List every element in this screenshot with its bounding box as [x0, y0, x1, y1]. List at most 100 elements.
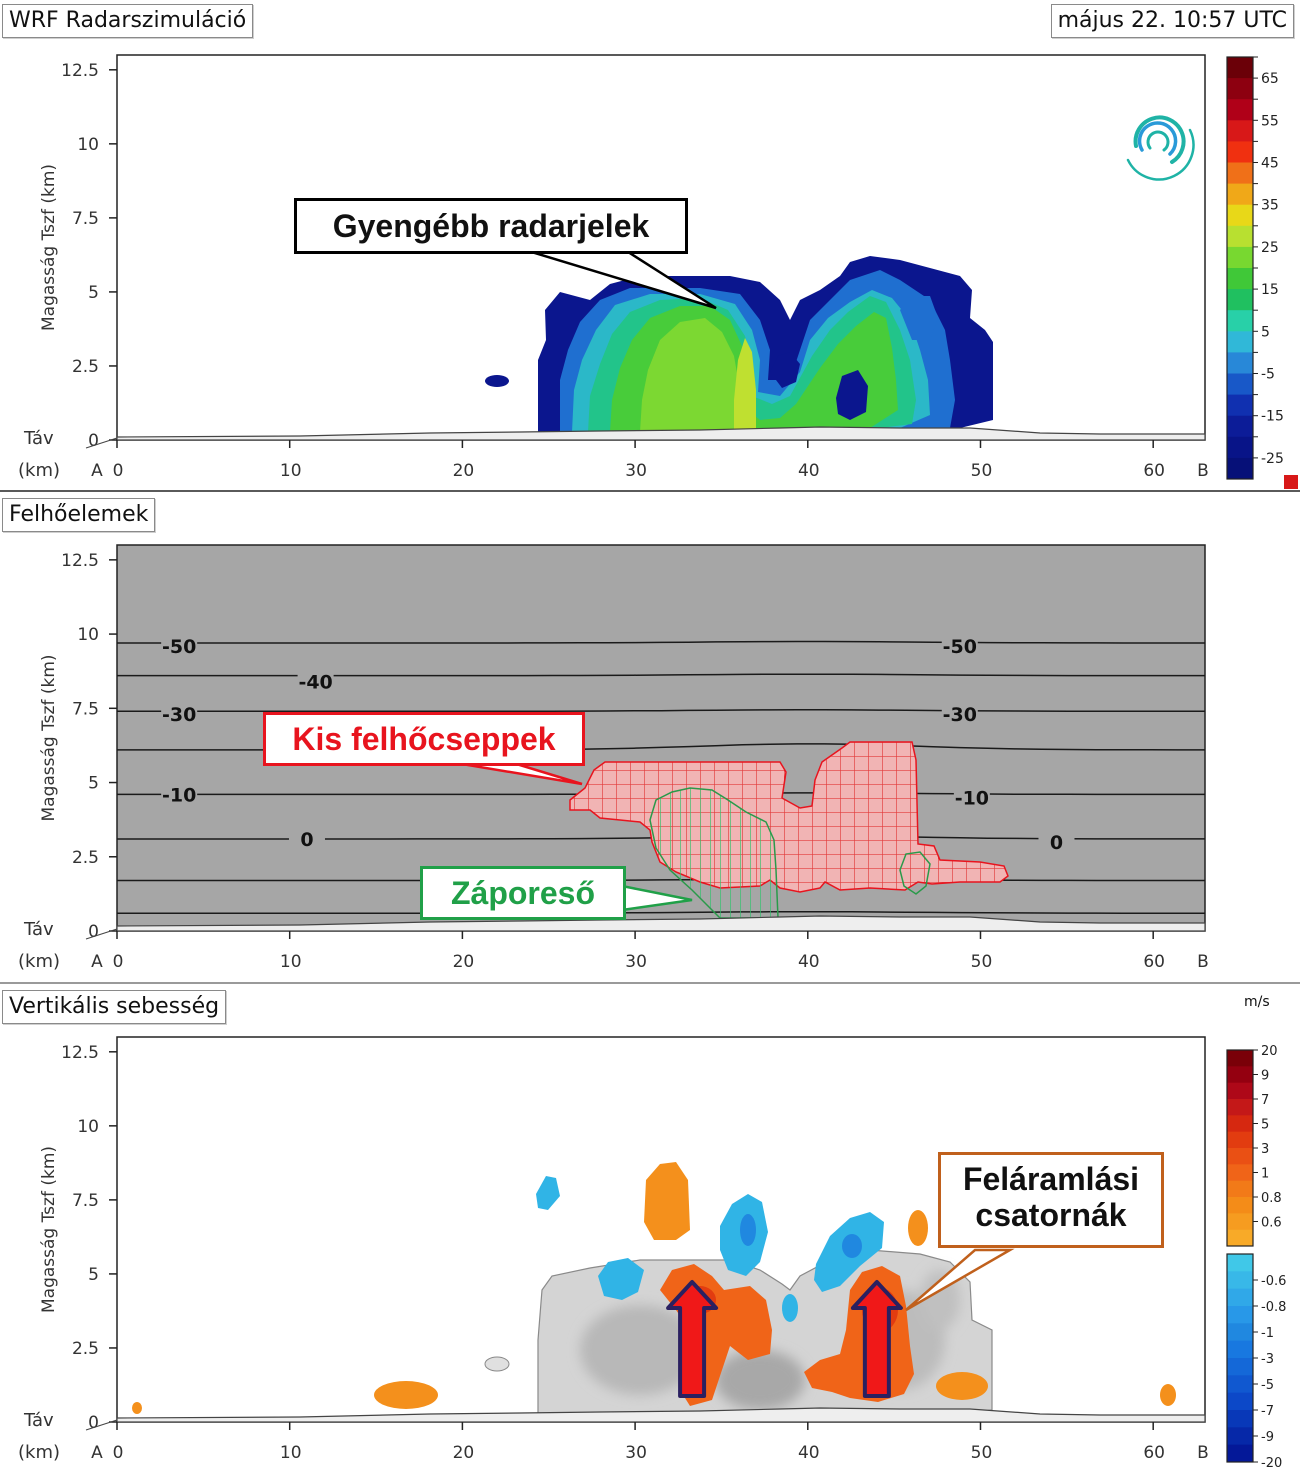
y-axis-label: Magasság Tszf (km) — [39, 654, 59, 821]
positive-colorbar-label: 7 — [1261, 1093, 1269, 1108]
axis-corner-distance: Táv — [23, 1410, 54, 1431]
x-tick-label: 30 — [625, 952, 647, 972]
x-tick-label: 0 — [113, 952, 124, 972]
vertical-velocity-panel: 0 2.5 5 7.5 10 12.5 0 10 20 30 40 50 60 A B Táv (km) Maga… — [18, 1036, 1286, 1471]
updraft-cell-far-left — [132, 1402, 142, 1414]
x-end-label-a: A — [91, 1443, 103, 1463]
updraft-arrow — [666, 1280, 719, 1398]
x-tick-label: 0 — [113, 461, 124, 481]
cloud-droplets-annotation: Kis felhőcseppek — [263, 712, 585, 766]
colorbar-label: 35 — [1261, 198, 1279, 214]
updraft-pointer — [905, 1248, 1015, 1312]
positive-colorbar-label: 9 — [1261, 1069, 1269, 1084]
colorbar-swatch — [1227, 436, 1253, 459]
y-axis-label: Magasság Tszf (km) — [39, 1146, 59, 1313]
axis-corner-distance: Táv — [23, 428, 54, 449]
positive-colorbar-label: 3 — [1261, 1142, 1269, 1157]
x-tick-label: 20 — [453, 952, 475, 972]
y-axis-label: Magasság Tszf (km) — [39, 164, 59, 331]
shower-region-small — [899, 851, 931, 895]
colorbar-swatch — [1227, 99, 1253, 121]
x-end-label-a: A — [91, 461, 103, 481]
colorbar-swatch — [1227, 352, 1253, 374]
y-tick-label: 12.5 — [61, 1043, 99, 1063]
cloud-axes: 0 2.5 5 7.5 10 12.5 0 10 20 30 40 50 60 A B Táv (km) Maga… — [18, 551, 1209, 972]
y-tick-label: 7.5 — [72, 1191, 99, 1211]
colorbar-swatch — [1227, 289, 1253, 311]
x-end-label-a: A — [91, 952, 103, 972]
x-tick-label: 50 — [971, 1443, 993, 1463]
shower-annotation: Záporeső — [420, 866, 626, 920]
x-end-label-b: B — [1197, 1443, 1209, 1463]
colorbar-swatch — [1227, 162, 1253, 185]
colorbar-swatch — [1227, 225, 1253, 248]
positive-colorbar-swatch — [1227, 1082, 1253, 1100]
colorbar-swatch — [1227, 394, 1253, 417]
middle-panel-title: Felhőelemek — [2, 498, 156, 532]
negative-colorbar-swatch — [1227, 1427, 1253, 1446]
negative-colorbar-swatch — [1227, 1444, 1253, 1463]
x-tick-label: 60 — [1143, 952, 1165, 972]
velocity-terrain — [116, 1407, 1206, 1423]
negative-colorbar-label: -0.8 — [1261, 1300, 1286, 1315]
x-tick-label: 50 — [971, 952, 993, 972]
positive-colorbar-label: 1 — [1261, 1167, 1269, 1182]
colorbar-label: -15 — [1261, 409, 1284, 425]
colorbar-label: 5 — [1261, 324, 1270, 340]
colorbar-label: 25 — [1261, 240, 1279, 256]
updraft-cell-low-left — [374, 1381, 438, 1409]
isotherm-line — [117, 709, 1205, 713]
isotherm-label: -50 — [162, 636, 196, 658]
x-end-label-b: B — [1197, 952, 1209, 972]
x-tick-label: 0 — [113, 1443, 124, 1463]
y-tick-label: 5 — [88, 283, 99, 303]
y-tick-label: 2.5 — [72, 357, 99, 377]
isotherm-label-bg — [161, 783, 198, 804]
positive-colorbar-swatch — [1227, 1148, 1253, 1165]
positive-colorbar-swatch — [1227, 1131, 1253, 1149]
updraft-annotation-line-2: csatornák — [975, 1197, 1127, 1233]
positive-colorbar-swatch — [1227, 1066, 1253, 1084]
updraft-cell-far-right — [1160, 1384, 1176, 1406]
colorbar-label: 45 — [1261, 156, 1279, 172]
colorbar-swatch — [1227, 78, 1253, 100]
x-tick-label: 20 — [453, 1443, 475, 1463]
y-tick-label: 10 — [77, 625, 99, 645]
updraft-arrow — [850, 1280, 903, 1398]
shower-region — [649, 787, 779, 919]
x-tick-label: 40 — [798, 461, 820, 481]
colorbar-swatch — [1227, 204, 1253, 227]
positive-colorbar-swatch — [1227, 1180, 1253, 1198]
negative-colorbar-swatch — [1227, 1340, 1253, 1359]
colorbar-label: -5 — [1261, 367, 1275, 383]
y-tick-label: 5 — [88, 774, 99, 794]
x-tick-label: 60 — [1143, 1443, 1165, 1463]
radar-region-light-green — [640, 318, 742, 432]
y-tick-label: 0 — [88, 431, 99, 451]
positive-colorbar-swatch — [1227, 1050, 1253, 1067]
colorbar-swatch — [1227, 183, 1253, 206]
colorbar-swatch — [1227, 331, 1253, 353]
negative-colorbar-label: -0.6 — [1261, 1274, 1286, 1289]
colorbar-swatch — [1227, 457, 1253, 480]
y-tick-label: 10 — [77, 1117, 99, 1137]
axis-corner-slash — [85, 437, 118, 449]
positive-colorbar-swatch — [1227, 1099, 1253, 1116]
colorbar-unit-label: m/s — [1244, 994, 1270, 1010]
bottom-panel-title: Vertikális sebesség — [2, 990, 227, 1024]
isotherm-label: -10 — [955, 787, 989, 809]
x-tick-label: 30 — [625, 461, 647, 481]
isotherm-label: -50 — [943, 636, 977, 658]
y-tick-label: 0 — [88, 922, 99, 942]
positive-colorbar-label: 5 — [1261, 1118, 1269, 1133]
colorbar-label: -25 — [1261, 451, 1284, 467]
isotherm-label-bg — [1038, 830, 1075, 851]
y-tick-label: 0 — [88, 1413, 99, 1433]
small-cloud — [484, 1356, 510, 1372]
isotherm-label-bg — [161, 703, 198, 724]
colorbar-label: 55 — [1261, 113, 1279, 129]
isotherm-label-bg — [953, 786, 990, 807]
negative-colorbar-label: -7 — [1261, 1404, 1274, 1419]
colorbar-frame — [1226, 56, 1254, 480]
